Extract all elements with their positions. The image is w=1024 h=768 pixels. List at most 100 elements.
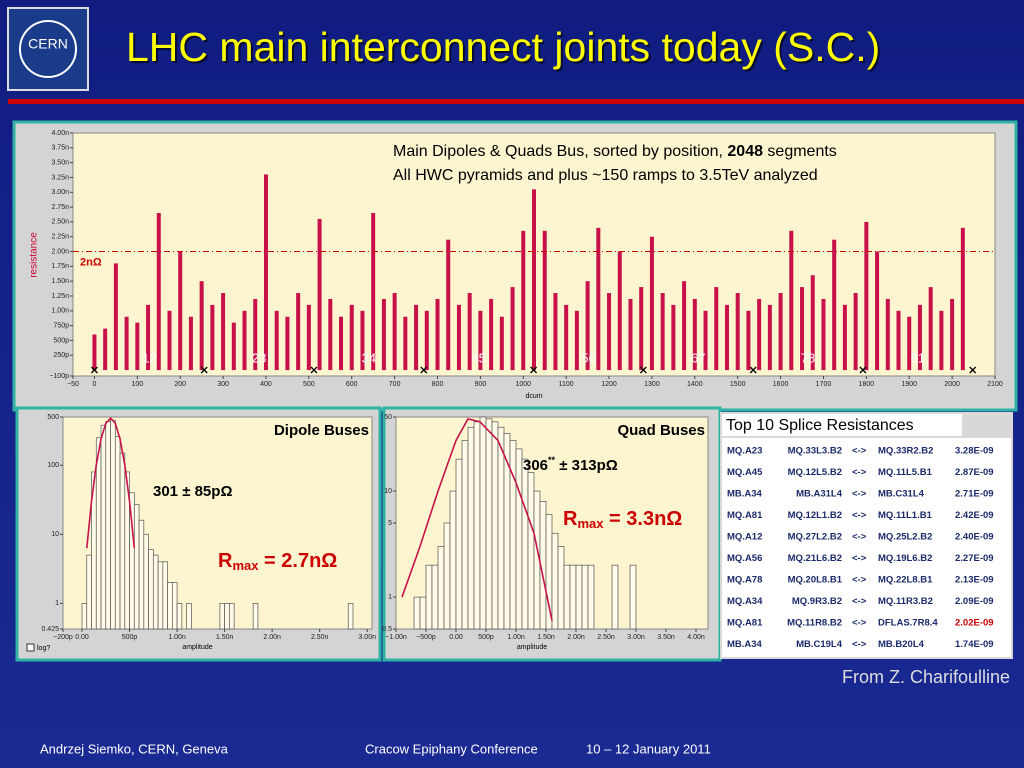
rmax-label: Rmax = 3.3nΩ [563,508,682,531]
table-cell: MQ.33R2.B2 [878,446,933,457]
histogram-bar [497,426,505,630]
table-cell: <-> [852,575,867,586]
table-cell: MQ.22L8.B1 [878,575,933,586]
table-cell: MQ.A81 [727,618,763,629]
footer-author: Andrzej Siemko, CERN, Geneva [40,741,229,756]
x-tick-label: 2.50n [597,634,615,641]
x-tick-label: 1100 [559,381,574,388]
bar [821,298,826,371]
table-cell: MB.C19L4 [796,639,843,650]
bar [842,304,847,371]
table-cell: MQ.20L8.B1 [788,575,843,586]
bar [146,304,151,371]
bar [800,287,805,371]
histogram-bar [611,564,619,630]
x-tick-label: 2000 [944,381,960,388]
bar [939,310,944,371]
bar [392,293,397,371]
histogram-bar [581,564,589,630]
bar [231,322,236,371]
y-axis-label: resistance [29,232,40,278]
stat-text: 306 [523,457,548,474]
bar [553,293,558,371]
histogram-bar [157,561,164,630]
histogram-bar [229,602,235,630]
table-cell: MQ.11R3.B2 [878,596,933,607]
bar [489,298,494,371]
bar [424,310,429,371]
table-cell: MQ.12L1.B2 [788,510,842,521]
title-rule [8,99,1024,104]
sector-boundary [310,366,318,374]
table-cell: MQ.19L6.B2 [878,553,932,564]
panel-title: Dipole Buses [274,422,369,439]
histogram-bar [461,440,469,630]
histogram-bar [105,421,111,630]
bar [907,316,912,371]
histogram-bar [119,452,126,630]
histogram-bar [419,596,427,630]
x-tick-label: 3.50n [657,634,675,641]
x-tick-label: 4.00n [687,634,705,641]
x-tick-label: 500 [303,381,315,388]
histogram-bar [425,564,433,630]
table-cell: 2.40E-09 [955,532,994,543]
sector-label: 12 [142,350,156,365]
table-cell: MQ.21L6.B2 [788,553,842,564]
sector-label: 78 [801,350,815,365]
y-tick-label: 500 [47,414,59,421]
x-tick-label: 500p [122,634,138,641]
y-tick-label: 250p [53,352,69,359]
bar [917,304,922,371]
bar [682,281,687,371]
histogram-bar [515,448,523,630]
histogram-bar [219,602,225,630]
bar [296,293,301,371]
title-shadow: LHC main interconnect joints today (S.C.… [128,26,882,72]
bar [510,287,515,371]
bar [263,174,268,371]
table-cell: 2.87E-09 [955,467,994,478]
table-cell: MQ.25L2.B2 [878,532,932,543]
histogram-bar [545,514,553,630]
histogram-bar [557,546,565,630]
x-tick-label: 0.00 [75,634,89,641]
log-label: log? [37,645,50,652]
x-tick-label: 400 [260,381,272,388]
stat-superscript: ** [548,455,556,465]
sector-label: 23 [252,350,266,365]
table-bg [722,438,1011,657]
x-tick-label: −500p [416,634,436,641]
x-tick-label: 1800 [859,381,875,388]
bar [360,310,365,371]
histogram-bar [485,418,493,630]
table-cell: <-> [852,467,867,478]
histogram-bar [629,564,637,630]
y-tick-label: 3.50n [51,159,69,166]
table-cell: <-> [852,532,867,543]
y-tick-label: 4.00n [51,130,69,137]
y-tick-label: 50 [384,414,392,421]
rmax-sub: max [232,558,259,573]
table-cell: DFLAS.7R8.4 [878,618,938,629]
histogram-bar [176,602,183,630]
note-text: segments [763,143,837,160]
sector-label: 45 [471,350,485,365]
histogram-bar [152,554,159,630]
bar [178,251,183,371]
y-tick-label: 2.75n [51,204,69,211]
table-cell: <-> [852,489,867,500]
y-tick-label: 3.00n [51,189,69,196]
y-tick-label: 100 [47,462,59,469]
table-cell: MQ.12L5.B2 [788,467,842,478]
bar [767,304,772,371]
bar [832,239,837,371]
histogram-bar [100,424,107,630]
x-tick-label: 2100 [987,381,1003,388]
histogram-bar [148,549,154,630]
x-tick-label: 1500 [730,381,746,388]
bar [124,316,129,371]
bar [242,310,247,371]
table-cell: MQ.11L1.B1 [878,510,933,521]
